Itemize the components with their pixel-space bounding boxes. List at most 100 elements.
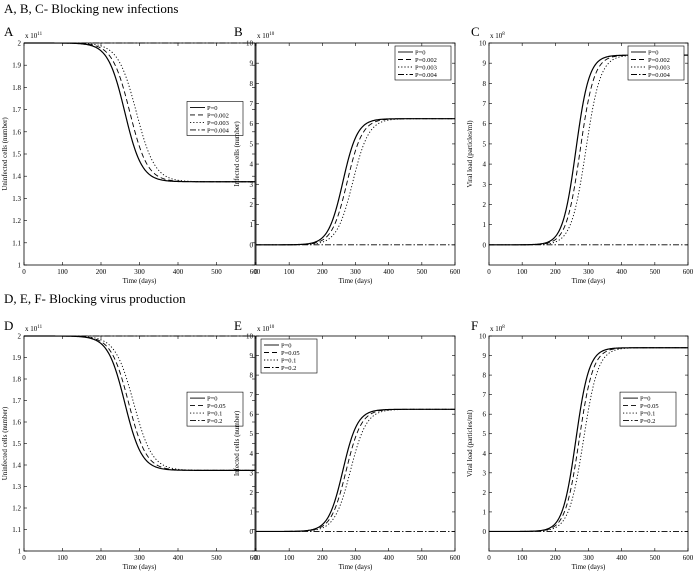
- panel-letter: B: [234, 24, 243, 39]
- x-tick-label: 300: [134, 554, 145, 562]
- y-tick-label: 6: [483, 120, 487, 128]
- x-tick-label: 400: [173, 554, 184, 562]
- x-tick-label: 100: [57, 554, 68, 562]
- x-tick-label: 500: [417, 554, 428, 562]
- x-tick-label: 300: [583, 554, 594, 562]
- y-tick-label: 1.6: [12, 128, 21, 136]
- y-tick-label: 7: [483, 100, 487, 108]
- y-tick-label: 1.7: [12, 397, 21, 405]
- legend-label: P=0.004: [648, 72, 671, 79]
- y-tick-label: 9: [250, 60, 254, 68]
- y-tick-label: 8: [483, 372, 487, 380]
- y-tick-label: 10: [246, 40, 254, 48]
- y-tick-label: 1.3: [12, 483, 21, 491]
- legend-label: P=0.2: [281, 365, 296, 372]
- x-tick-label: 100: [517, 268, 528, 276]
- y-tick-label: 1.4: [12, 462, 21, 470]
- y-tick-label: 5: [483, 140, 487, 148]
- y-tick-label: 1.8: [12, 376, 21, 384]
- y-tick-label: 9: [483, 60, 487, 68]
- y-tick-label: 7: [250, 100, 254, 108]
- legend-label: P=0.1: [207, 410, 222, 417]
- x-tick-label: 100: [517, 554, 528, 562]
- legend-label: P=0.05: [281, 350, 300, 357]
- y-tick-label: 3: [250, 469, 254, 477]
- series-line-2: [489, 347, 688, 532]
- x-tick-label: 100: [284, 554, 295, 562]
- y-tick-label: 1.8: [12, 84, 21, 92]
- y-tick-label: 0: [250, 528, 254, 536]
- y-tick-label: 1.1: [12, 526, 21, 534]
- y-tick-label: 2: [483, 201, 487, 209]
- y-tick-label: 2: [250, 489, 254, 497]
- y-tick-label: 1.2: [12, 217, 21, 225]
- y-tick-label: 10: [246, 333, 254, 341]
- axes-frame: [23, 335, 256, 552]
- y-tick-label: 5: [250, 430, 254, 438]
- legend-label: P=0.003: [207, 120, 229, 127]
- x-tick-label: 0: [22, 554, 26, 562]
- x-tick-label: 500: [211, 554, 222, 562]
- y-tick-label: 4: [483, 450, 487, 458]
- x-axis-label: Time (days): [339, 277, 373, 285]
- panel-letter: A: [4, 24, 14, 39]
- series-line-1: [256, 118, 455, 246]
- y-tick-label: 7: [250, 391, 254, 399]
- y-tick-label: 6: [250, 411, 254, 419]
- y-tick-label: 1: [483, 221, 487, 229]
- y-tick-label: 3: [483, 181, 487, 189]
- x-tick-label: 400: [383, 554, 394, 562]
- legend: P=0P=0.05P=0.1P=0.2: [186, 391, 244, 427]
- exponent-label: x 1011: [25, 32, 43, 40]
- x-tick-label: 500: [417, 268, 428, 276]
- y-tick-label: 1.7: [12, 106, 21, 114]
- y-tick-label: 0: [250, 241, 254, 249]
- x-tick-label: 600: [250, 554, 261, 562]
- legend-label: P=0: [640, 395, 651, 402]
- y-tick-label: 2: [18, 40, 22, 48]
- legend-label: P=0.1: [281, 357, 296, 364]
- exponent-label: x 1010: [257, 32, 275, 40]
- legend-label: P=0.2: [207, 418, 222, 425]
- x-tick-label: 600: [450, 554, 461, 562]
- y-tick-label: 1: [250, 221, 254, 229]
- y-tick-label: 1.5: [12, 151, 21, 159]
- y-tick-label: 3: [250, 181, 254, 189]
- y-axis-label: Uninfected cells (number): [1, 117, 9, 191]
- legend-label: P=0.002: [648, 57, 670, 64]
- series-line-1: [256, 408, 455, 533]
- x-tick-label: 300: [350, 268, 361, 276]
- axes-frame: [23, 42, 256, 266]
- x-tick-label: 200: [550, 554, 561, 562]
- y-tick-label: 1.9: [12, 62, 21, 70]
- legend-label: P=0.05: [207, 403, 226, 410]
- section-title-production: D, E, F- Blocking virus production: [4, 291, 186, 306]
- y-tick-label: 8: [250, 80, 254, 88]
- legend-label: P=0.2: [640, 418, 655, 425]
- y-tick-label: 1: [18, 548, 22, 556]
- y-tick-label: 4: [483, 161, 487, 169]
- x-tick-label: 200: [317, 554, 328, 562]
- legend-label: P=0.002: [415, 57, 437, 64]
- x-tick-label: 0: [254, 268, 258, 276]
- x-tick-label: 400: [616, 268, 627, 276]
- exponent-label: x 1010: [257, 325, 275, 333]
- y-tick-label: 9: [250, 352, 254, 360]
- y-tick-label: 1.6: [12, 419, 21, 427]
- y-tick-label: 1: [483, 508, 487, 516]
- y-tick-label: 10: [479, 40, 487, 48]
- legend-label: P=0.002: [207, 112, 229, 119]
- x-tick-label: 400: [383, 268, 394, 276]
- legend-label: P=0.003: [415, 64, 437, 71]
- x-tick-label: 600: [683, 554, 694, 562]
- panel-letter: F: [471, 318, 478, 333]
- x-tick-label: 300: [350, 554, 361, 562]
- x-axis-label: Time (days): [572, 563, 606, 571]
- y-tick-label: 6: [483, 411, 487, 419]
- y-tick-label: 1.1: [12, 239, 21, 247]
